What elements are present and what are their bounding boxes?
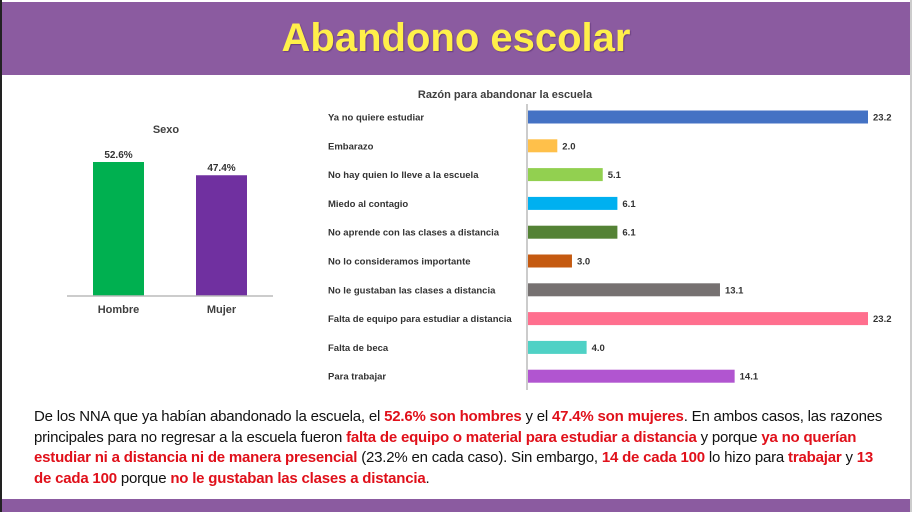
body-text: lo hizo para (704, 449, 789, 466)
reason-bar (528, 110, 868, 124)
reason-category-label: Falta de beca (328, 343, 389, 354)
reason-bar (528, 312, 868, 326)
title-banner: Abandono escolar (2, 2, 910, 75)
body-text: De los NNA que ya habían abandonado la e… (34, 408, 385, 425)
reason-value-label: 3.0 (577, 257, 590, 268)
reason-value-label: 6.1 (622, 228, 636, 239)
reason-bar (528, 254, 572, 268)
reason-category-label: Ya no quiere estudiar (328, 113, 424, 124)
body-text: y porque (696, 428, 762, 446)
reason-value-label: 14.1 (740, 372, 759, 383)
highlighted-text: no le gustaban las clases a distancia (170, 469, 426, 487)
sex-category-label: Mujer (207, 304, 237, 316)
highlighted-text: 47.4% son mujeres (552, 408, 684, 425)
reason-bar (528, 225, 618, 239)
reason-value-label: 23.2 (873, 113, 892, 124)
reason-value-label: 6.1 (622, 199, 636, 210)
body-text: y el (521, 408, 553, 425)
body-text: porque (116, 469, 171, 487)
reason-category-label: No hay quien lo lleve a la escuela (328, 170, 479, 181)
highlighted-text: 14 de cada 100 (601, 449, 705, 466)
reason-bar (528, 283, 720, 297)
reason-bar (528, 196, 618, 210)
reason-value-label: 2.0 (562, 141, 575, 152)
reason-category-label: Falta de equipo para estudiar a distanci… (328, 314, 512, 325)
reason-category-label: Embarazo (328, 141, 374, 152)
sex-value-label: 47.4% (207, 163, 235, 174)
body-text: (23.2% en cada caso). Sin embargo, (357, 449, 602, 466)
highlighted-text: falta de equipo o material para estudiar… (346, 428, 697, 446)
highlighted-text: 52.6% son hombres (384, 408, 522, 425)
reason-category-label: Miedo al contagio (328, 199, 408, 210)
reason-category-label: No le gustaban las clases a distancia (328, 285, 496, 296)
sex-category-label: Hombre (98, 304, 140, 316)
highlighted-text: ya no querían estudiar ni a distancia ni… (34, 428, 857, 467)
reason-value-label: 5.1 (608, 170, 622, 181)
reason-bar (528, 369, 735, 383)
slide-title: Abandono escolar (281, 16, 631, 60)
reason-bar (528, 340, 587, 354)
body-text: . (425, 469, 430, 487)
body-text: y (841, 449, 857, 466)
reason-category-label: Para trabajar (328, 372, 386, 383)
reason-bar (528, 168, 603, 182)
reason-value-label: 4.0 (592, 343, 605, 354)
reason-value-label: 23.2 (873, 314, 892, 325)
sex-chart-title: Sexo (153, 124, 180, 136)
reason-bar (528, 139, 558, 153)
body-text: . En ambos casos, las razones principale… (34, 408, 883, 446)
bottom-band (2, 499, 910, 512)
reason-category-label: No aprende con las clases a distancia (328, 228, 500, 239)
reason-chart-title: Razón para abandonar la escuela (418, 89, 593, 101)
sex-bar-mujer (196, 175, 247, 296)
summary-paragraph: De los NNA que ya habían abandonado la e… (34, 407, 884, 489)
reason-category-label: No lo consideramos importante (328, 257, 471, 268)
highlighted-text: trabajar (788, 449, 842, 466)
highlighted-text: 13 de cada 100 (34, 449, 874, 487)
sex-value-label: 52.6% (104, 150, 132, 161)
sex-bar-hombre (93, 162, 144, 296)
reason-value-label: 13.1 (725, 285, 744, 296)
